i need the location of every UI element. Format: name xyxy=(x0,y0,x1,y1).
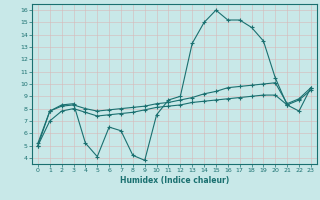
X-axis label: Humidex (Indice chaleur): Humidex (Indice chaleur) xyxy=(120,176,229,185)
